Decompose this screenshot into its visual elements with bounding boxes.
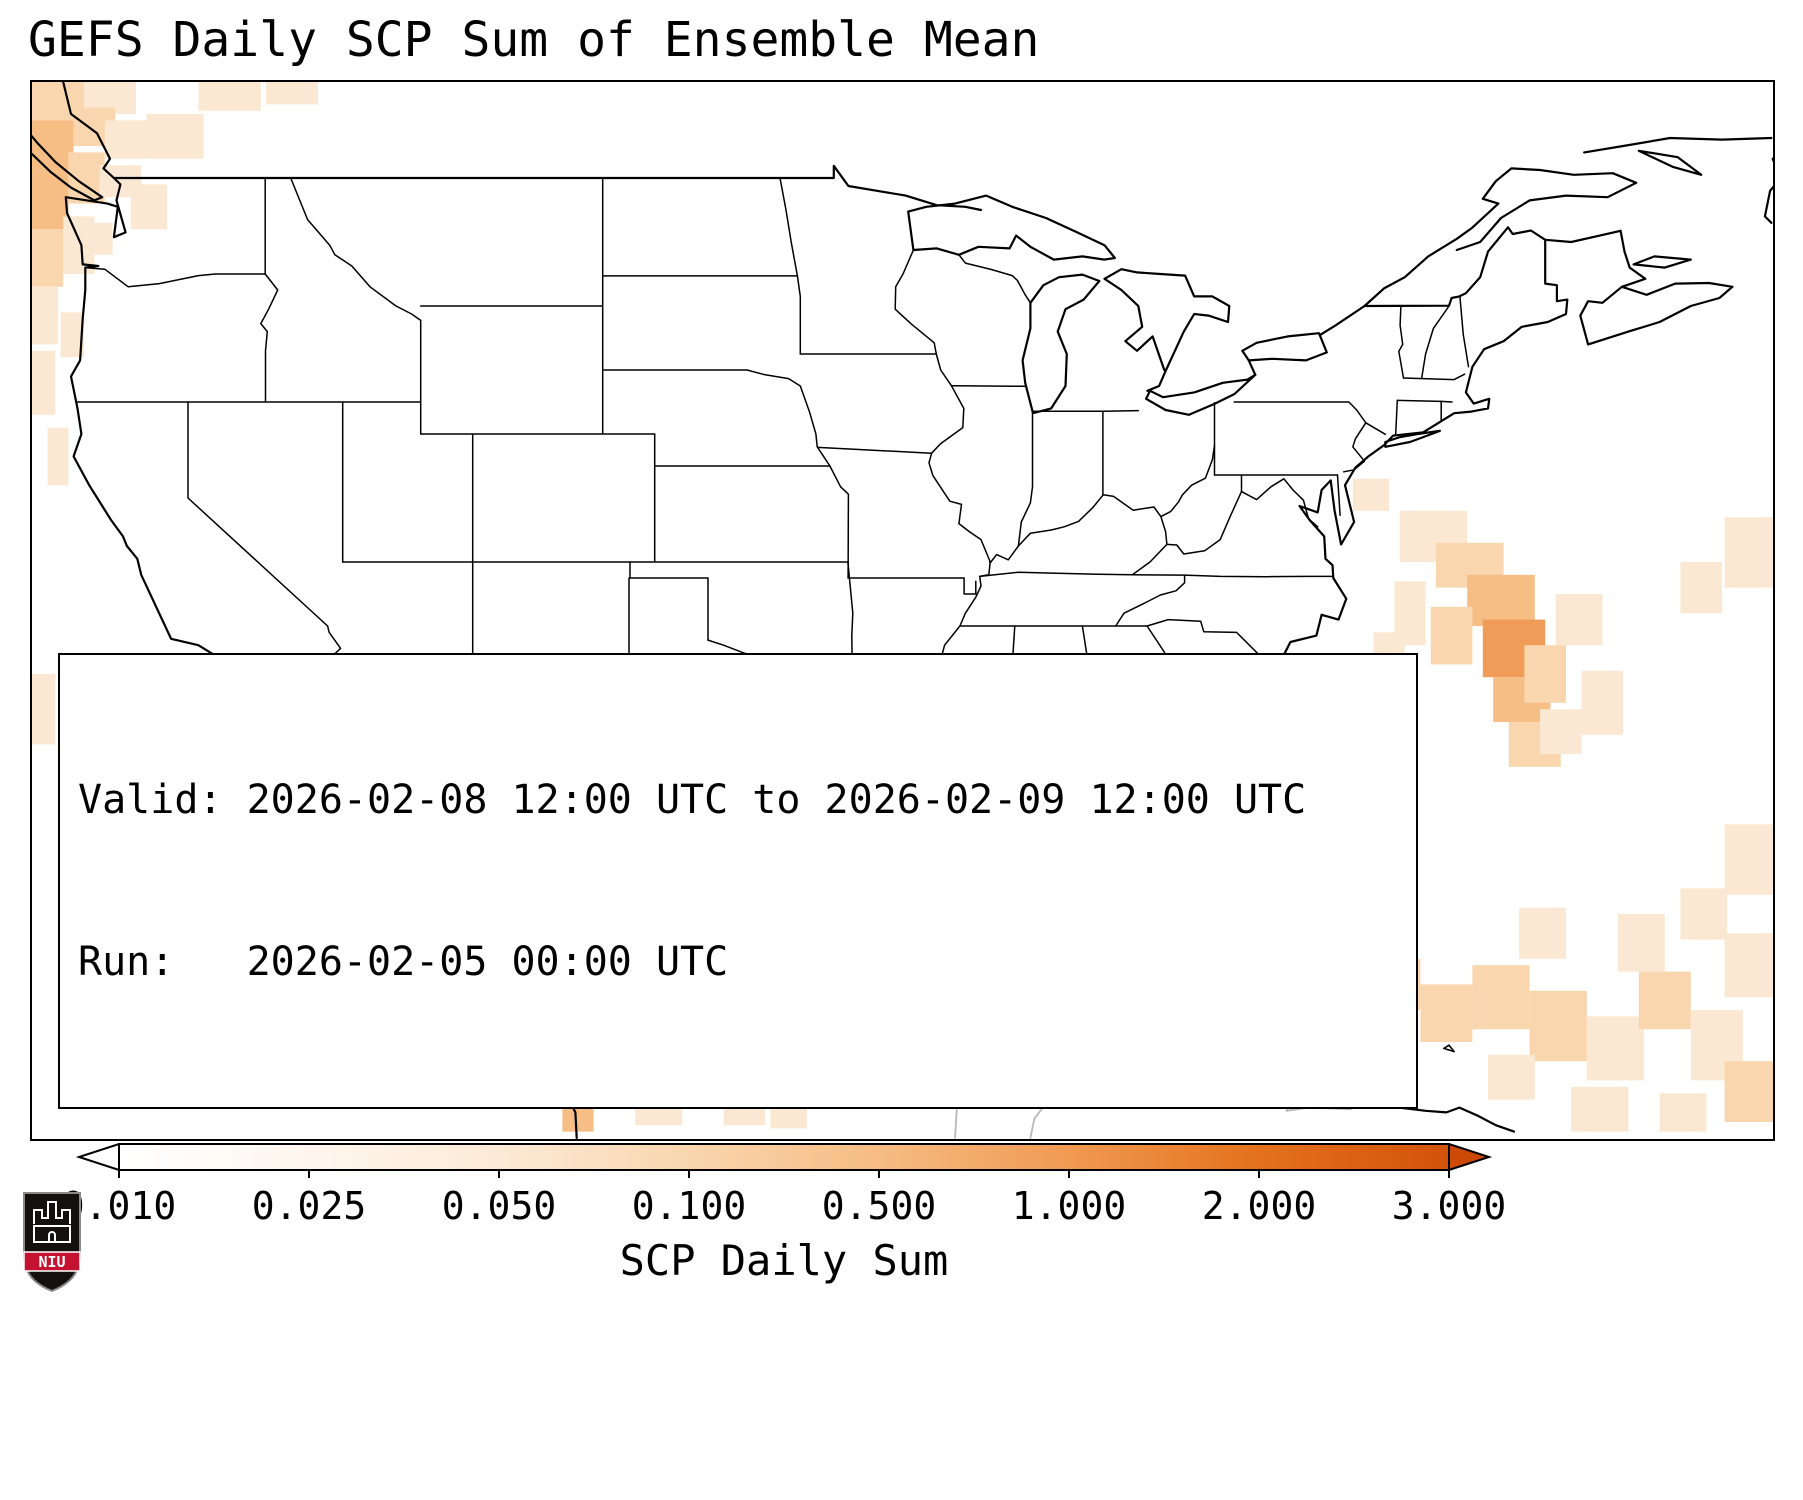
castle-icon xyxy=(33,1201,71,1243)
colorbar-svg xyxy=(75,1142,1493,1178)
niu-text: NIU xyxy=(38,1253,65,1271)
figure-title: GEFS Daily SCP Sum of Ensemble Mean xyxy=(28,12,1040,68)
niu-red-band xyxy=(23,1251,81,1272)
map-frame: Valid: 2026-02-08 12:00 UTC to 2026-02-0… xyxy=(30,80,1775,1141)
colorbar-tick-label: 0.025 xyxy=(251,1184,367,1228)
colorbar-tick-labels: 0.010 0.025 0.050 0.100 0.500 1.000 2.000 3.000 xyxy=(62,1184,1506,1230)
niu-logo: NIU xyxy=(23,1192,81,1293)
run-text: Run: 2026-02-05 00:00 UTC xyxy=(78,939,729,985)
colorbar-tick-label: 2.000 xyxy=(1201,1184,1317,1228)
colorbar-tick-label: 1.000 xyxy=(1011,1184,1127,1228)
colorbar-label: SCP Daily Sum xyxy=(619,1236,949,1285)
colorbar-tick-label: 0.050 xyxy=(441,1184,557,1228)
info-box: Valid: 2026-02-08 12:00 UTC to 2026-02-0… xyxy=(58,653,1418,1109)
colorbar-tick-label: 0.100 xyxy=(631,1184,747,1228)
colorbar-tick-label: 0.500 xyxy=(821,1184,937,1228)
colorbar xyxy=(75,1142,1493,1181)
colorbar-tick-label: 3.000 xyxy=(1391,1184,1507,1228)
valid-text: Valid: 2026-02-08 12:00 UTC to 2026-02-0… xyxy=(78,777,1307,823)
